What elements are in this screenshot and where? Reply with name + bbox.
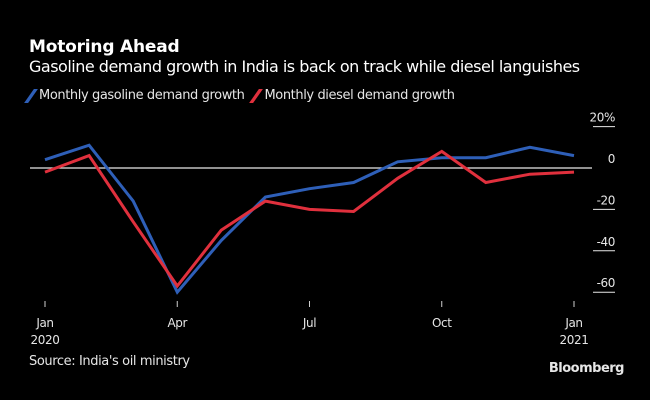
bloomberg-logo: Bloomberg	[548, 361, 625, 376]
x-tick-sublabel: 2020	[31, 333, 60, 347]
series-line-gasoline	[44, 143, 575, 295]
legend-label-gasoline: Monthly gasoline demand growth	[39, 88, 245, 103]
x-tick-label: Apr	[167, 316, 187, 330]
x-tick-sublabel: 2021	[560, 333, 589, 347]
source-note: Source: India's oil ministry	[29, 354, 190, 369]
y-tick-label: -20	[597, 193, 615, 207]
y-tick-label: 0	[608, 152, 615, 166]
legend-label-diesel: Monthly diesel demand growth	[264, 88, 455, 103]
chart-subtitle: Gasoline demand growth in India is back …	[29, 57, 580, 76]
y-tick-label: -40	[597, 235, 615, 249]
y-tick-label: 20%	[590, 111, 615, 125]
chart-title: Motoring Ahead	[29, 37, 180, 57]
legend: Monthly gasoline demand growth Monthly d…	[24, 88, 455, 103]
legend-item-diesel: Monthly diesel demand growth	[249, 88, 455, 103]
y-tick-label: -60	[597, 276, 615, 290]
x-tick-label: Jan	[35, 316, 53, 330]
legend-item-gasoline: Monthly gasoline demand growth	[24, 88, 245, 103]
series-line-diesel	[44, 149, 575, 289]
x-tick-label: Oct	[432, 316, 452, 330]
x-tick-label: Jul	[302, 316, 316, 330]
x-tick-label: Jan	[564, 316, 582, 330]
